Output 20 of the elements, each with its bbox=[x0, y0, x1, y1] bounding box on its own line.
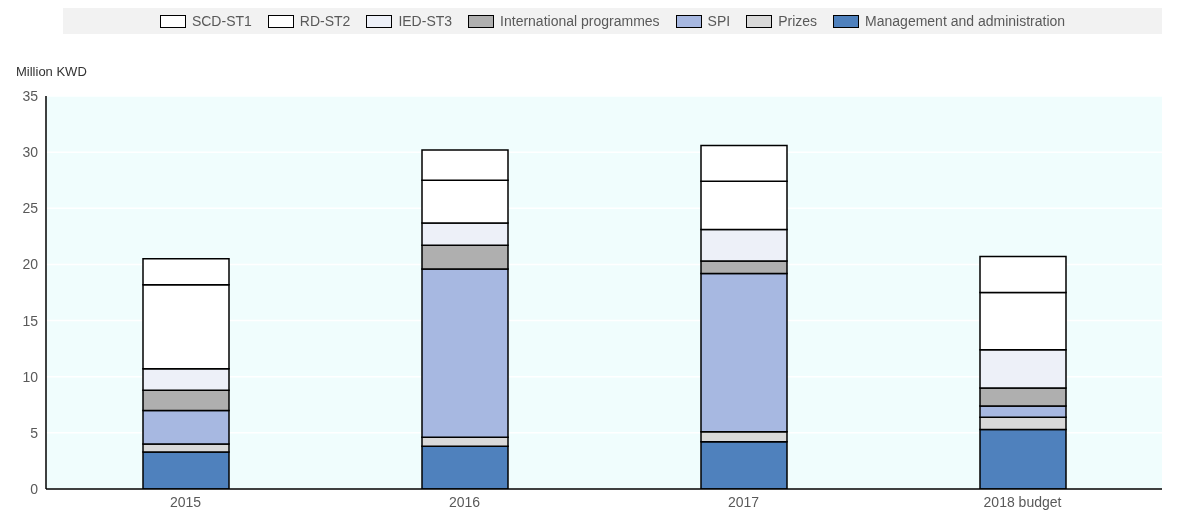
legend-label: RD-ST2 bbox=[298, 13, 351, 29]
legend-label: Prizes bbox=[777, 13, 818, 29]
y-tick-label: 25 bbox=[22, 200, 39, 217]
legend-label: IED-ST3 bbox=[397, 13, 453, 29]
y-tick-label: 35 bbox=[22, 87, 39, 104]
legend-label: International programmes bbox=[499, 13, 660, 29]
x-tick-label: 2017 bbox=[727, 493, 760, 510]
y-tick-label: 5 bbox=[30, 424, 39, 441]
y-tick-label: 15 bbox=[22, 312, 39, 329]
x-tick-label: 2015 bbox=[169, 493, 202, 510]
y-tick-label: 30 bbox=[22, 144, 39, 161]
y-tick-label: 10 bbox=[22, 368, 39, 385]
legend-label: SPI bbox=[706, 13, 731, 29]
legend-label: Management and administration bbox=[864, 13, 1066, 29]
legend-label: SCD-ST1 bbox=[190, 13, 252, 29]
x-tick-label: 2018 budget bbox=[983, 493, 1062, 510]
y-tick-label: 20 bbox=[22, 256, 39, 273]
x-tick-label: 2016 bbox=[448, 493, 481, 510]
y-tick-label: 0 bbox=[30, 480, 39, 497]
y-axis-title: Million KWD bbox=[16, 64, 87, 79]
